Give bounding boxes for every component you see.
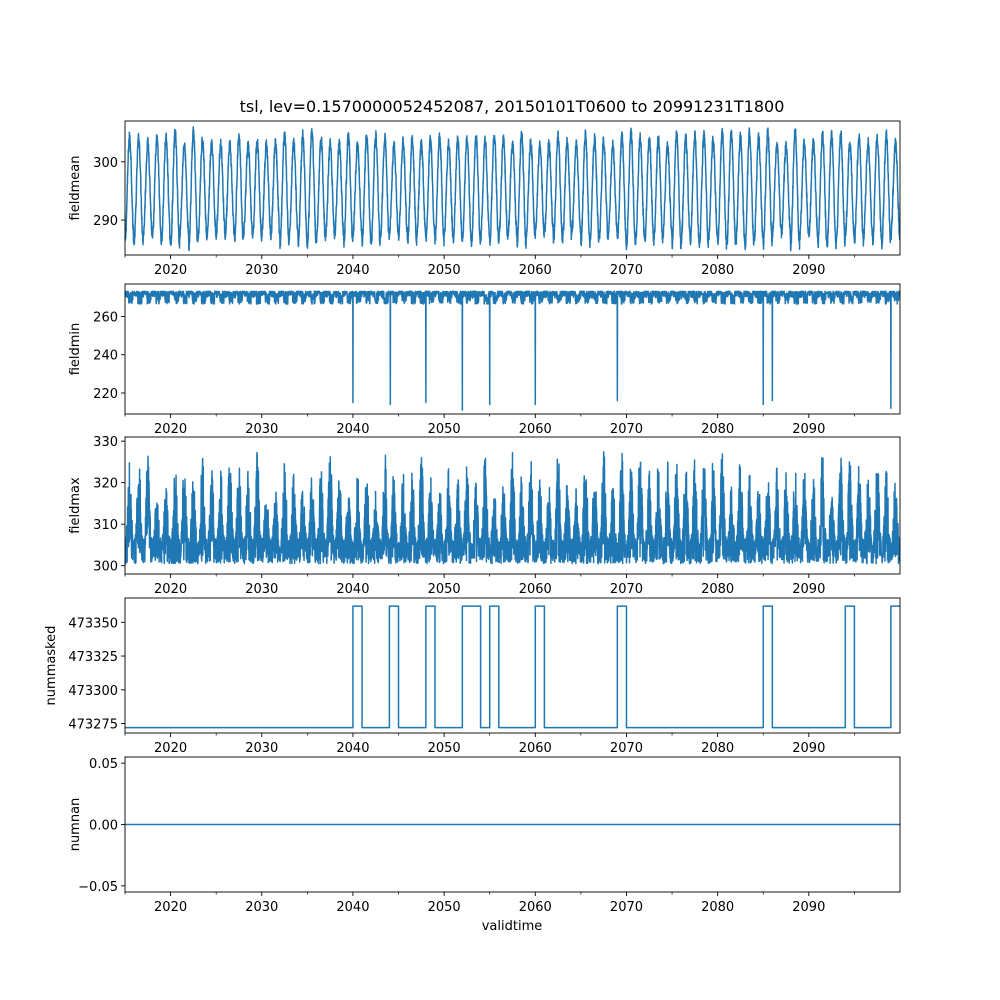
y-tick-label: 320 <box>93 477 118 492</box>
panel-fieldmean: 2020 2030 2040 2050 2060 2070 2080 2090 290 300 fi… <box>68 120 901 278</box>
x-tick-label: 2030 <box>245 741 278 756</box>
x-tick-label: 2060 <box>519 422 552 437</box>
y-tick-label: 0.00 <box>89 819 118 834</box>
series-line-nummasked <box>125 605 900 729</box>
chart-title: tsl, lev=0.1570000052452087, 20150101T06… <box>240 97 785 116</box>
x-tick-label: 2090 <box>792 422 825 437</box>
y-tick-label: 330 <box>93 435 118 450</box>
x-tick-label: 2020 <box>154 263 187 278</box>
x-tick-label: 2040 <box>336 741 369 756</box>
x-tick-label: 2050 <box>428 741 461 756</box>
series-line-fieldmean <box>125 126 900 252</box>
y-axis-label: fieldmax <box>68 477 83 534</box>
y-axis-label: nummasked <box>44 626 59 706</box>
y-tick-label: 473275 <box>68 718 118 733</box>
panel-fieldmax: 2020 2030 2040 2050 2060 2070 2080 2090 300 310 32… <box>68 435 901 597</box>
x-tick-label: 2080 <box>701 900 734 915</box>
y-axis-label: fieldmean <box>68 156 83 221</box>
x-axis-label: validtime <box>482 919 543 934</box>
x-tick-label: 2060 <box>519 263 552 278</box>
y-tick-label: 473300 <box>68 684 118 699</box>
series-line-fieldmin <box>125 290 900 411</box>
series-line-fieldmax <box>125 451 900 565</box>
y-tick-label: 220 <box>93 387 118 402</box>
axes-frame <box>124 597 901 734</box>
x-tick-label: 2090 <box>792 263 825 278</box>
x-tick-label: 2080 <box>701 422 734 437</box>
y-tick-label: 240 <box>93 349 118 364</box>
x-tick-label: 2020 <box>154 741 187 756</box>
axes-frame <box>124 120 901 256</box>
x-tick-label: 2090 <box>792 582 825 597</box>
y-tick-label: 0.05 <box>89 757 118 772</box>
x-tick-label: 2060 <box>519 582 552 597</box>
x-tick-label: 2080 <box>701 741 734 756</box>
x-tick-label: 2040 <box>336 263 369 278</box>
y-tick-label: 300 <box>93 156 118 171</box>
y-tick-label: 260 <box>93 311 118 326</box>
x-tick-label: 2070 <box>610 263 643 278</box>
x-tick-label: 2070 <box>610 582 643 597</box>
x-tick-label: 2050 <box>428 582 461 597</box>
x-tick-label: 2050 <box>428 422 461 437</box>
panel-fieldmin: 2020 2030 2040 2050 2060 2070 2080 2090 220 240 26… <box>68 283 901 437</box>
x-tick-label: 2060 <box>519 741 552 756</box>
x-tick-label: 2030 <box>245 263 278 278</box>
x-tick-label: 2060 <box>519 900 552 915</box>
x-tick-label: 2080 <box>701 582 734 597</box>
y-tick-label: 473325 <box>68 650 118 665</box>
x-tick-label: 2040 <box>336 900 369 915</box>
x-tick-label: 2030 <box>245 422 278 437</box>
x-tick-label: 2050 <box>428 900 461 915</box>
x-tick-label: 2030 <box>245 582 278 597</box>
x-tick-label: 2080 <box>701 263 734 278</box>
y-tick-label: 473350 <box>68 616 118 631</box>
x-tick-label: 2070 <box>610 422 643 437</box>
y-axis-label: fieldmin <box>68 323 83 376</box>
panel-nummasked: 2020 2030 2040 2050 2060 2070 2080 2090 473275 47… <box>44 597 901 756</box>
x-tick-label: 2020 <box>154 422 187 437</box>
panel-numnan: 2020 2030 2040 2050 2060 2070 2080 2090 −0.05 0.0… <box>68 756 901 915</box>
axes-frame <box>124 436 901 575</box>
y-axis-label: numnan <box>68 798 83 852</box>
x-tick-label: 2070 <box>610 900 643 915</box>
x-tick-label: 2030 <box>245 900 278 915</box>
x-tick-label: 2050 <box>428 263 461 278</box>
axes-frame <box>124 283 901 415</box>
x-tick-label: 2040 <box>336 422 369 437</box>
x-tick-label: 2090 <box>792 741 825 756</box>
x-tick-label: 2020 <box>154 582 187 597</box>
x-tick-label: 2090 <box>792 900 825 915</box>
x-tick-label: 2040 <box>336 582 369 597</box>
y-tick-label: 300 <box>93 560 118 575</box>
y-tick-label: 310 <box>93 518 118 533</box>
y-tick-label: −0.05 <box>78 880 118 895</box>
x-tick-label: 2070 <box>610 741 643 756</box>
x-tick-label: 2020 <box>154 900 187 915</box>
y-tick-label: 290 <box>93 214 118 229</box>
